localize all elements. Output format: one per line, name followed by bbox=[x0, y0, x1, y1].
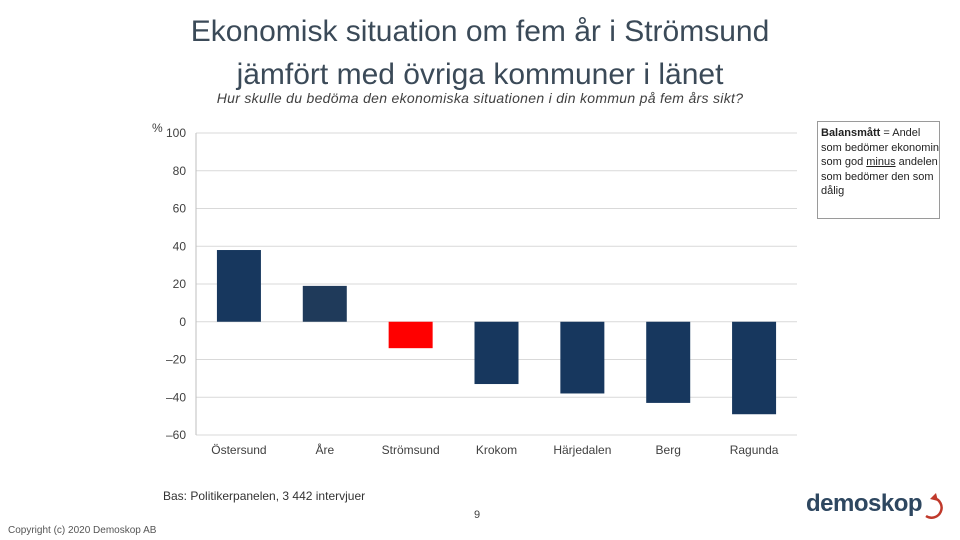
x-tick-label: Härjedalen bbox=[553, 443, 611, 457]
bar-4 bbox=[560, 321, 605, 394]
y-tick-label: 20 bbox=[173, 277, 187, 291]
y-tick-label: 60 bbox=[173, 202, 187, 216]
note-text-1: = Andel som bedömer ekonomin som god bbox=[821, 127, 940, 168]
page-number: 9 bbox=[474, 509, 481, 521]
x-tick-label: Ragunda bbox=[730, 443, 779, 457]
balance-measure-note: Balansmått = Andel som bedömer ekonomin … bbox=[817, 121, 940, 219]
basis-note: Bas: Politikerpanelen, 3 442 intervjuer bbox=[163, 489, 366, 503]
x-tick-label: Åre bbox=[315, 442, 334, 457]
copyright: Copyright (c) 2020 Demoskop AB bbox=[8, 525, 157, 536]
y-tick-label: –20 bbox=[166, 353, 186, 367]
bar-5 bbox=[646, 321, 691, 403]
slide-subtitle: Hur skulle du bedöma den ekonomiska situ… bbox=[216, 90, 744, 106]
x-tick-label: Strömsund bbox=[382, 443, 440, 457]
x-tick-label: Krokom bbox=[476, 443, 517, 457]
bar-0 bbox=[216, 250, 261, 322]
bar-2 bbox=[388, 321, 433, 349]
logo-arrow-icon bbox=[925, 493, 943, 519]
y-tick-label: 80 bbox=[173, 164, 187, 178]
title-line-1: Ekonomisk situation om fem år i Strömsun… bbox=[190, 15, 770, 48]
y-tick-label: –40 bbox=[166, 390, 186, 404]
slide-title: Ekonomisk situation om fem år i Strömsun… bbox=[130, 10, 830, 96]
title-line-2: jämfört med övriga kommuner i länet bbox=[236, 58, 724, 91]
logo-text: demoskop bbox=[806, 490, 923, 517]
bar-3 bbox=[474, 321, 519, 385]
y-tick-label: –60 bbox=[166, 428, 186, 442]
note-underlined: minus bbox=[866, 156, 896, 168]
note-term: Balansmått bbox=[821, 127, 881, 139]
x-tick-label: Östersund bbox=[211, 443, 266, 457]
bar-1 bbox=[302, 285, 347, 322]
y-tick-label: 0 bbox=[179, 315, 186, 329]
demoskop-logo: demoskop bbox=[806, 490, 948, 524]
bar-6 bbox=[732, 321, 777, 415]
y-tick-label: 100 bbox=[166, 126, 186, 140]
note-text-2: andelen som bedömer den som dålig bbox=[821, 156, 938, 197]
x-tick-label: Berg bbox=[656, 443, 681, 457]
y-tick-label: 40 bbox=[173, 239, 187, 253]
y-axis-unit: % bbox=[152, 121, 163, 135]
